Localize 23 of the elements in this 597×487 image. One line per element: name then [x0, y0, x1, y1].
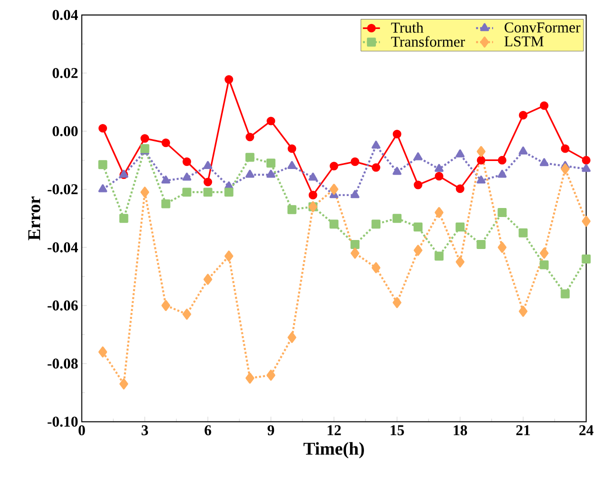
legend-label: Transformer: [391, 36, 465, 47]
x-tick-label: 6: [204, 425, 212, 436]
y-tick-label: -0.04: [48, 242, 78, 253]
y-tick-label: -0.02: [48, 184, 78, 195]
x-tick-label: 0: [78, 425, 85, 436]
x-tick-label: 24: [579, 425, 594, 436]
y-tick-label: 0.04: [52, 10, 78, 20]
x-tick-label: 21: [516, 425, 530, 436]
y-tick-label: -0.10: [48, 416, 78, 428]
legend-label: Truth: [391, 22, 424, 33]
x-tick-label: 15: [390, 425, 404, 436]
y-axis-title: Error: [28, 196, 40, 241]
x-tick-label: 9: [268, 425, 274, 436]
y-tick-label: 0.00: [52, 126, 78, 136]
x-axis-title: Time(h): [304, 442, 364, 459]
legend-label: LSTM: [504, 36, 544, 47]
x-tick-label: 12: [328, 425, 341, 436]
x-tick-label: 3: [142, 425, 148, 436]
y-tick-label: -0.08: [48, 358, 78, 369]
x-tick-label: 18: [454, 425, 468, 436]
y-tick-label: 0.02: [52, 68, 78, 78]
y-tick-label: -0.06: [48, 300, 78, 311]
legend-label: ConvFormer: [504, 22, 580, 33]
